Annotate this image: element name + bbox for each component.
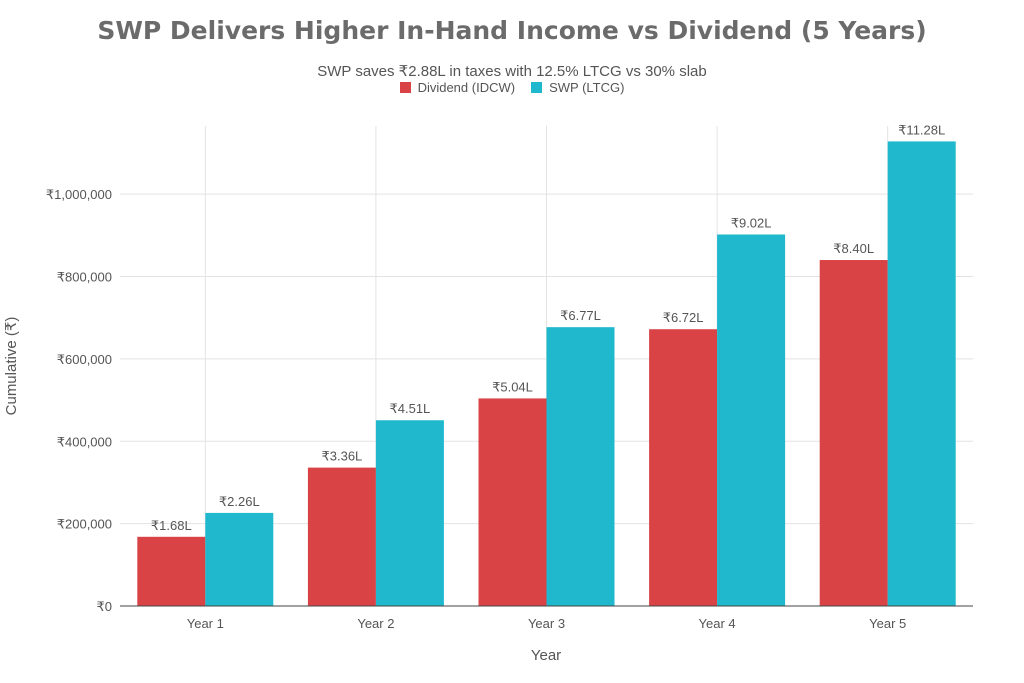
legend-label-dividend: Dividend (IDCW) [417,80,516,95]
legend-item-dividend[interactable]: Dividend (IDCW) [399,80,516,95]
y-tick-label: ₹400,000 [57,434,112,449]
bar-swp [546,327,615,606]
legend-label-swp: SWP (LTCG) [549,80,625,95]
data-label-dividend: ₹6.72L [663,310,704,325]
bar-dividend [137,536,206,606]
data-label-swp: ₹4.51L [389,401,430,416]
x-tick-label: Year 4 [699,616,736,631]
y-tick-label: ₹200,000 [57,517,112,532]
axes: ₹0 ₹200,000 ₹400,000 ₹600,000 ₹800,000 ₹1,000… [46,187,973,631]
chart-subtitle: SWP saves ₹2.88L in taxes with 12.5% LTC… [317,63,707,80]
bar-dividend [819,260,888,606]
bar-swp [375,420,444,606]
bar-swp [717,234,786,607]
x-tick-label: Year 5 [869,616,906,631]
y-tick-label: ₹600,000 [57,352,112,367]
data-label-dividend: ₹1.68L [151,518,192,533]
y-axis-title: Cumulative (₹) [3,317,20,416]
data-labels: ₹1.68L ₹2.26L ₹3.36L ₹4.51L ₹5.04L ₹6.77L ₹6.7… [151,122,945,532]
y-tick-label: ₹1,000,000 [46,187,112,202]
bars [137,141,956,607]
bar-dividend [649,329,718,606]
x-axis-title: Year [531,647,561,664]
legend-swatch-dividend [399,82,411,93]
data-label-swp: ₹2.26L [219,494,260,509]
y-tick-label: ₹800,000 [57,270,112,285]
x-tick-label: Year 2 [357,616,394,631]
data-label-swp: ₹9.02L [731,215,772,230]
data-label-swp: ₹6.77L [560,308,601,323]
data-label-dividend: ₹8.40L [833,241,874,256]
y-tick-label: ₹0 [96,599,112,614]
data-label-dividend: ₹5.04L [492,379,533,394]
bar-dividend [478,398,547,606]
legend-item-swp[interactable]: SWP (LTCG) [531,80,624,95]
data-label-swp: ₹11.28L [898,122,945,137]
bar-swp [887,141,956,607]
bar-swp [205,512,274,606]
data-label-dividend: ₹3.36L [321,449,362,464]
bar-dividend [307,467,376,606]
chart-title: SWP Delivers Higher In-Hand Income vs Di… [97,16,927,45]
x-tick-label: Year 3 [528,616,565,631]
x-tick-label: Year 1 [187,616,224,631]
legend: Dividend (IDCW) SWP (LTCG) [0,80,1024,95]
legend-swatch-swp [531,82,543,93]
